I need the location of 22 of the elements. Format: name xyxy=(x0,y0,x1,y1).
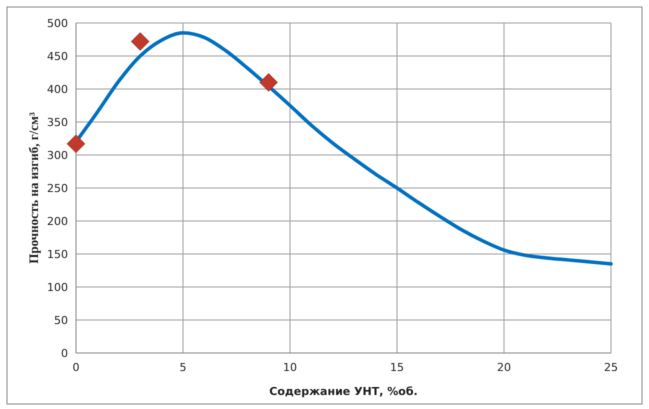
x-tick-label: 10 xyxy=(283,361,297,374)
y-tick-label: 200 xyxy=(47,214,68,228)
y-tick-label: 400 xyxy=(47,82,68,96)
y-tick-label: 500 xyxy=(47,16,68,30)
y-tick-label: 450 xyxy=(47,50,68,63)
x-tick-label: 0 xyxy=(72,361,80,374)
point xyxy=(259,73,278,92)
x-tick-label: 15 xyxy=(390,361,404,374)
point xyxy=(66,134,86,154)
x-tick-label: 25 xyxy=(604,361,618,374)
y-tick-label: 350 xyxy=(47,116,68,129)
y-tick-label: 50 xyxy=(54,314,68,327)
y-tick-label: 250 xyxy=(47,182,68,195)
y-axis-title: Прочность на изгиб, г/см³ xyxy=(26,112,41,264)
x-tick-label: 20 xyxy=(497,361,511,374)
x-tick-label: 5 xyxy=(180,361,186,374)
point xyxy=(130,32,150,51)
y-tick-label: 300 xyxy=(47,148,68,162)
y-tick-label: 0 xyxy=(61,346,68,360)
y-tick-label: 100 xyxy=(47,280,68,294)
y-tick-label: 150 xyxy=(47,248,68,261)
x-axis-title: Содержание УНТ, %об. xyxy=(269,385,418,398)
